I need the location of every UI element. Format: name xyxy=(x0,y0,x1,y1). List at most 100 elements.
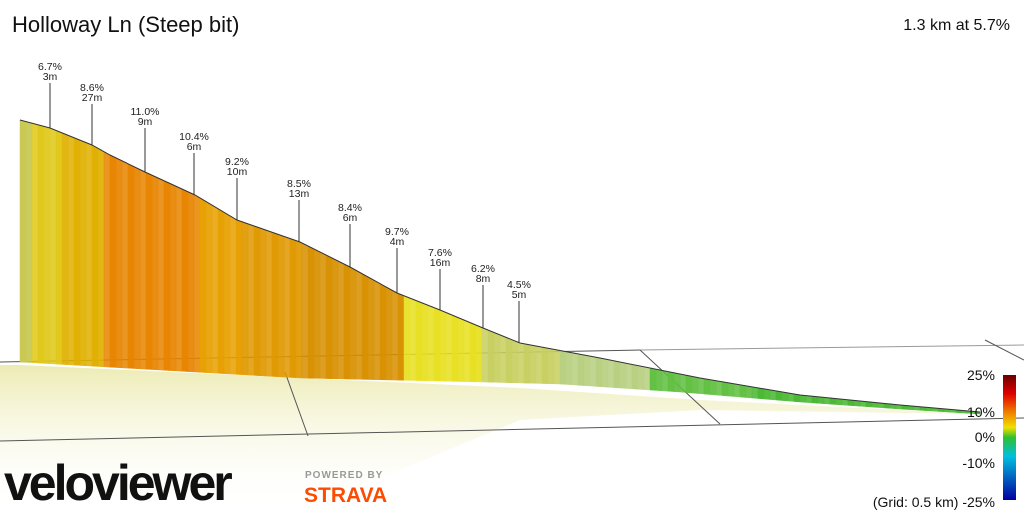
profile-strip xyxy=(145,172,153,370)
profile-strip xyxy=(571,352,579,386)
annotation-length: 13m xyxy=(289,188,310,200)
profile xyxy=(19,119,981,415)
profile-strip xyxy=(529,344,537,384)
profile-strip xyxy=(505,336,513,384)
profile-strip xyxy=(193,194,201,373)
profile-strip xyxy=(649,367,657,391)
profile-strip xyxy=(151,174,159,371)
profile-strip xyxy=(481,327,489,383)
profile-strip xyxy=(553,349,561,385)
profile-strip xyxy=(739,384,747,398)
profile-strip xyxy=(373,279,381,381)
profile-strip xyxy=(97,147,105,368)
annotation-gradient: 8.6% xyxy=(80,82,104,94)
profile-strip xyxy=(403,295,411,381)
profile-strip xyxy=(637,365,645,390)
profile-strip xyxy=(595,356,603,388)
annotation-gradient: 9.2% xyxy=(225,156,249,168)
legend-bar xyxy=(1003,375,1016,500)
profile-strip xyxy=(583,354,591,387)
annotation-gradient: 9.7% xyxy=(385,226,409,238)
profile-strip xyxy=(163,180,171,371)
annotation-length: 4m xyxy=(390,236,405,248)
profile-strip xyxy=(283,236,291,378)
profile-strip xyxy=(253,225,261,376)
annotation-length: 10m xyxy=(227,166,248,178)
profile-strip xyxy=(427,304,435,382)
profile-strip xyxy=(445,312,453,382)
grid-line xyxy=(0,417,1024,442)
annotation-length: 16m xyxy=(430,257,451,269)
profile-strip xyxy=(37,124,45,364)
profile-strip xyxy=(235,219,243,375)
profile-strip xyxy=(559,350,567,385)
profile-strip xyxy=(535,345,543,384)
grid-line xyxy=(284,371,309,437)
profile-strip xyxy=(217,208,225,374)
profile-strip xyxy=(367,276,375,380)
profile-strip xyxy=(631,364,639,390)
annotation-length: 5m xyxy=(512,289,527,301)
profile-strip xyxy=(109,154,117,368)
profile-strip xyxy=(361,273,369,380)
profile-strip xyxy=(73,137,81,366)
profile-strip xyxy=(655,368,663,392)
profile-strip xyxy=(475,324,483,383)
powered-by: POWERED BY xyxy=(305,470,383,481)
profile-strip xyxy=(679,373,687,393)
profile-strip xyxy=(811,395,819,404)
annotations: 6.7%3m8.6%27m11.0%9m10.4%6m9.2%10m8.5%13… xyxy=(38,61,531,343)
profile-strip xyxy=(745,385,753,399)
annotation-length: 27m xyxy=(82,92,103,104)
profile-strip xyxy=(313,248,321,379)
annotation-gradient: 10.4% xyxy=(179,131,209,143)
profile-strip xyxy=(601,358,609,388)
profile-strip xyxy=(187,191,195,373)
profile-strip xyxy=(289,238,297,379)
profile-strip xyxy=(43,126,51,364)
annotation-gradient: 8.5% xyxy=(287,178,311,190)
profile-strip xyxy=(247,223,255,376)
profile-strip xyxy=(439,309,447,382)
profile-strip xyxy=(709,379,717,396)
profile-strip xyxy=(775,390,783,401)
profile-strip xyxy=(433,307,441,382)
title: Holloway Ln (Steep bit) xyxy=(12,12,239,37)
grid-line xyxy=(984,339,1024,361)
profile-strip xyxy=(157,177,165,371)
annotation-length: 3m xyxy=(43,71,58,83)
profile-strip xyxy=(343,263,351,380)
annotation-length: 6m xyxy=(187,141,202,153)
profile-strip xyxy=(19,119,27,363)
annotation-gradient: 6.7% xyxy=(38,61,62,73)
profile-strip xyxy=(697,377,705,395)
profile-strip xyxy=(511,339,519,384)
profile-strip xyxy=(733,383,741,398)
profile-strip xyxy=(607,359,615,388)
profile-strip xyxy=(619,361,627,389)
profile-strip xyxy=(625,362,633,390)
profile-strip xyxy=(61,132,69,366)
profile-strip xyxy=(55,130,63,365)
profile-strip xyxy=(337,260,345,380)
profile-strip xyxy=(415,300,423,381)
profile-strip xyxy=(391,289,399,381)
legend-label: 10% xyxy=(967,404,995,420)
annotation-gradient: 6.2% xyxy=(471,263,495,275)
profile-strip xyxy=(493,332,501,383)
profile-strip xyxy=(349,266,357,380)
profile-strip xyxy=(703,378,711,395)
profile-strip xyxy=(229,215,237,375)
profile-strip xyxy=(49,127,57,365)
profile-strip xyxy=(643,366,651,391)
profile-strip xyxy=(541,346,549,384)
profile-strip xyxy=(523,343,531,384)
legend-label: -10% xyxy=(962,455,995,471)
profile-strip xyxy=(103,151,111,368)
logo: veloviewer xyxy=(4,455,232,511)
annotation-gradient: 4.5% xyxy=(507,279,531,291)
profile-strip xyxy=(31,122,39,364)
profile-strip xyxy=(307,245,315,379)
profile-strip xyxy=(355,269,363,380)
